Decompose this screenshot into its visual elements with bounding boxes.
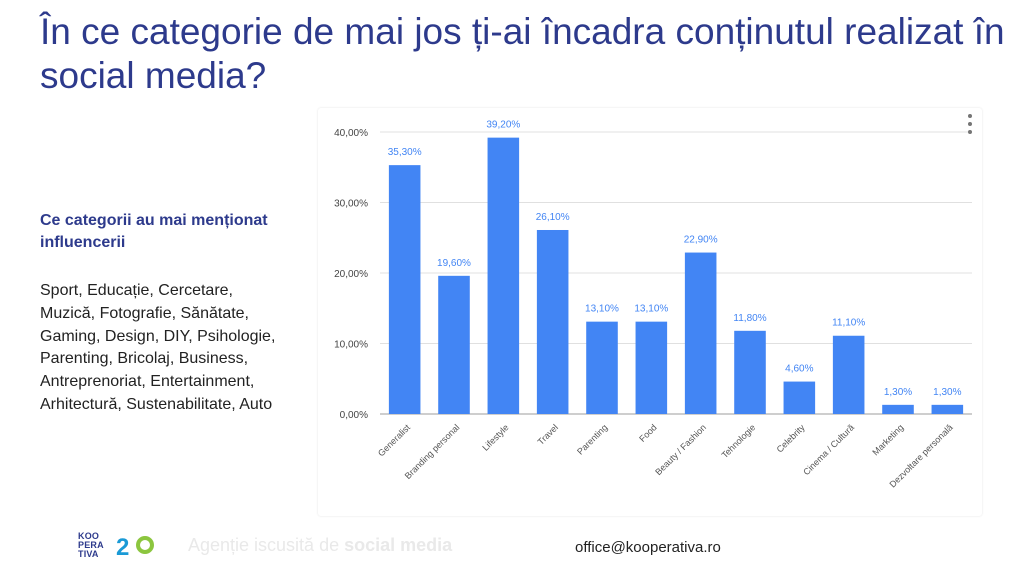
chart-menu-icon[interactable]: [966, 114, 974, 134]
x-tick-label: Cinema / Cultură: [801, 422, 856, 477]
x-tick-label: Tehnologie: [720, 422, 758, 460]
data-label: 1,30%: [933, 387, 961, 398]
side-category-list: Sport, Educație, Cercetare, Muzică, Foto…: [40, 282, 276, 413]
x-tick-label: Marketing: [870, 422, 905, 457]
logo-ring-icon: [136, 536, 154, 554]
bar-chart: 0,00% 10,00% 20,00% 30,00% 40,00% 35,30% Gener…: [334, 120, 972, 490]
bar: [931, 404, 964, 414]
data-label: 4,60%: [785, 364, 813, 375]
x-tick-label: Lifestyle: [480, 422, 510, 452]
x-tick-label: Generalist: [376, 422, 412, 458]
bar: [635, 321, 668, 414]
data-label: 1,30%: [884, 387, 912, 398]
bar: [586, 321, 618, 414]
bar: [882, 404, 914, 414]
side-heading: Ce categorii au mai menționat influencer…: [40, 212, 268, 251]
contact-email[interactable]: office@kooperativa.ro: [575, 539, 721, 556]
data-label: 22,90%: [684, 235, 718, 246]
data-label: 26,10%: [536, 212, 570, 223]
data-label: 11,10%: [832, 318, 865, 329]
logo-number: 2: [116, 534, 130, 561]
slogan-prefix: Agenție iscusită de: [188, 535, 345, 555]
slogan: Agenție iscusită de social media: [188, 535, 452, 556]
x-tick-label: Travel: [536, 422, 561, 447]
data-label: 39,20%: [486, 120, 520, 131]
data-label: 13,10%: [634, 304, 668, 315]
data-label: 35,30%: [388, 147, 422, 158]
x-tick-label: Beauty / Fashion: [653, 422, 708, 477]
bar: [388, 165, 421, 414]
data-label: 11,80%: [733, 313, 766, 324]
x-tick-label: Parenting: [575, 422, 609, 456]
data-label: 13,10%: [585, 304, 619, 315]
bar: [536, 229, 569, 414]
y-tick-label: 0,00%: [340, 410, 368, 421]
y-tick-label: 30,00%: [334, 199, 368, 210]
chart-card: 0,00% 10,00% 20,00% 30,00% 40,00% 35,30% Gener…: [318, 108, 982, 516]
bar: [487, 137, 520, 414]
y-tick-label: 20,00%: [334, 269, 368, 280]
y-tick-label: 40,00%: [334, 128, 368, 139]
logo-text: KOO PERA TIVA: [78, 531, 104, 559]
bar: [783, 381, 816, 414]
bar: [734, 330, 766, 414]
bar: [684, 252, 717, 414]
data-label: 19,60%: [437, 258, 471, 269]
page-title: În ce categorie de mai jos ți-ai încadra…: [40, 11, 1005, 96]
bar: [832, 335, 865, 414]
x-tick-label: Celebrity: [775, 422, 808, 455]
x-tick-label: Food: [637, 422, 659, 444]
bar: [438, 275, 470, 414]
x-tick-label: Branding personal: [403, 422, 462, 481]
y-tick-label: 10,00%: [334, 340, 368, 351]
kooperativa-logo: KOO PERA TIVA 2: [78, 532, 158, 566]
slogan-bold: social media: [344, 535, 453, 555]
